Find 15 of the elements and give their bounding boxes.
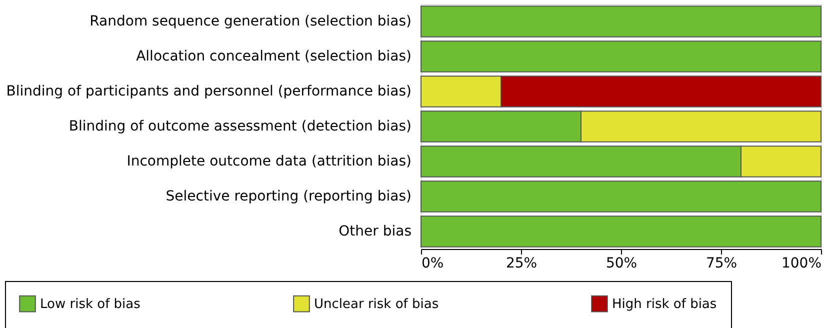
x-tick-label: 25%: [506, 256, 538, 272]
legend-label: Unclear risk of bias: [314, 296, 439, 312]
legend-label: Low risk of bias: [40, 296, 141, 312]
y-tick-label: Other bias: [338, 224, 412, 240]
y-tick-label: Blinding of outcome assessment (detection bias): [68, 118, 412, 134]
x-tick-label: 100%: [781, 256, 822, 272]
x-tick-label: 75%: [706, 256, 738, 272]
x-tick-label: 50%: [606, 256, 638, 272]
y-tick-label: Blinding of participants and personnel (performance bias): [6, 84, 412, 100]
y-tick-label: Incomplete outcome data (attrition bias): [126, 154, 412, 170]
legend-label: High risk of bias: [612, 296, 717, 312]
x-tick-label: 0%: [422, 256, 444, 272]
y-tick-label: Selective reporting (reporting bias): [166, 188, 412, 204]
y-tick-label: Random sequence generation (selection bias): [90, 14, 412, 30]
y-tick-label: Allocation concealment (selection bias): [136, 48, 412, 64]
